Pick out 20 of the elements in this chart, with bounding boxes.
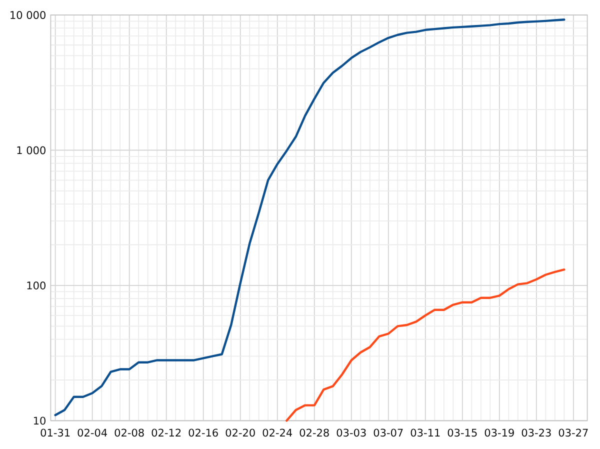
x-tick-label: 01-31 [40, 428, 70, 437]
x-tick-label: 03-27 [558, 428, 588, 437]
x-tick-label: 03-15 [448, 428, 477, 437]
y-tick-label: 1 000 [17, 146, 46, 154]
x-tick-label: 02-20 [226, 428, 255, 437]
x-tick-label: 03-03 [336, 428, 366, 437]
x-tick-label: 03-11 [410, 428, 440, 437]
line-series [286, 268, 566, 422]
x-tick-label: 02-24 [262, 428, 292, 437]
y-tick-label: 10 [34, 416, 46, 425]
x-tick-label: 02-28 [300, 428, 329, 437]
x-tick-label: 03-19 [484, 428, 514, 437]
x-tick-label: 02-04 [78, 428, 107, 437]
x-tick-label: 03-23 [522, 428, 551, 437]
x-tick-label: 02-08 [114, 428, 144, 437]
x-tick-label: 02-12 [152, 428, 181, 437]
x-tick-label: 02-16 [188, 428, 218, 437]
x-tick-label: 03-07 [374, 428, 403, 437]
y-tick-label: 100 [27, 281, 46, 290]
y-tick-label: 10 000 [10, 11, 46, 19]
